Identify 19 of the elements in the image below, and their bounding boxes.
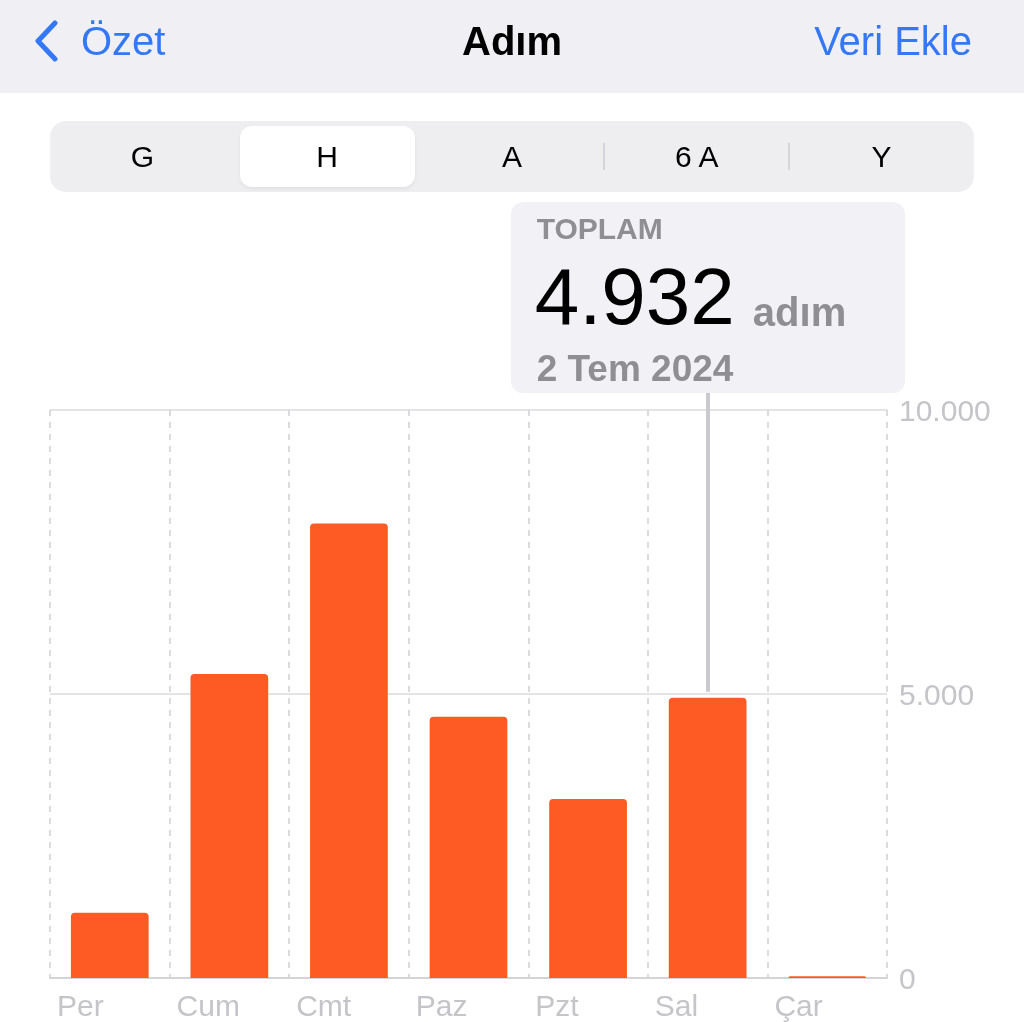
- x-tick-label: Pzt: [535, 988, 580, 1022]
- x-tick-label: Cmt: [296, 988, 352, 1022]
- y-tick-label: 0: [899, 961, 916, 995]
- x-tick-label: Paz: [415, 988, 468, 1022]
- bar: [668, 697, 747, 978]
- bar: [549, 799, 627, 978]
- bar: [70, 912, 149, 978]
- callout-box: TOPLAM 4.932 adım 2 Tem 2024: [510, 202, 905, 393]
- bar: [190, 674, 269, 978]
- y-tick-label: 5.000: [899, 677, 975, 711]
- x-tick-label: Per: [57, 988, 104, 1022]
- x-tick-label: Çar: [774, 988, 823, 1022]
- x-tick-label: Sal: [654, 988, 699, 1022]
- bar: [310, 523, 388, 978]
- data-label: 4.932: [534, 252, 735, 341]
- bar: [429, 716, 508, 978]
- x-tick-label: Cum: [176, 988, 240, 1022]
- y-tick-label: 10.000: [899, 393, 991, 427]
- segmented-control: G H A 6 A Y: [50, 121, 974, 192]
